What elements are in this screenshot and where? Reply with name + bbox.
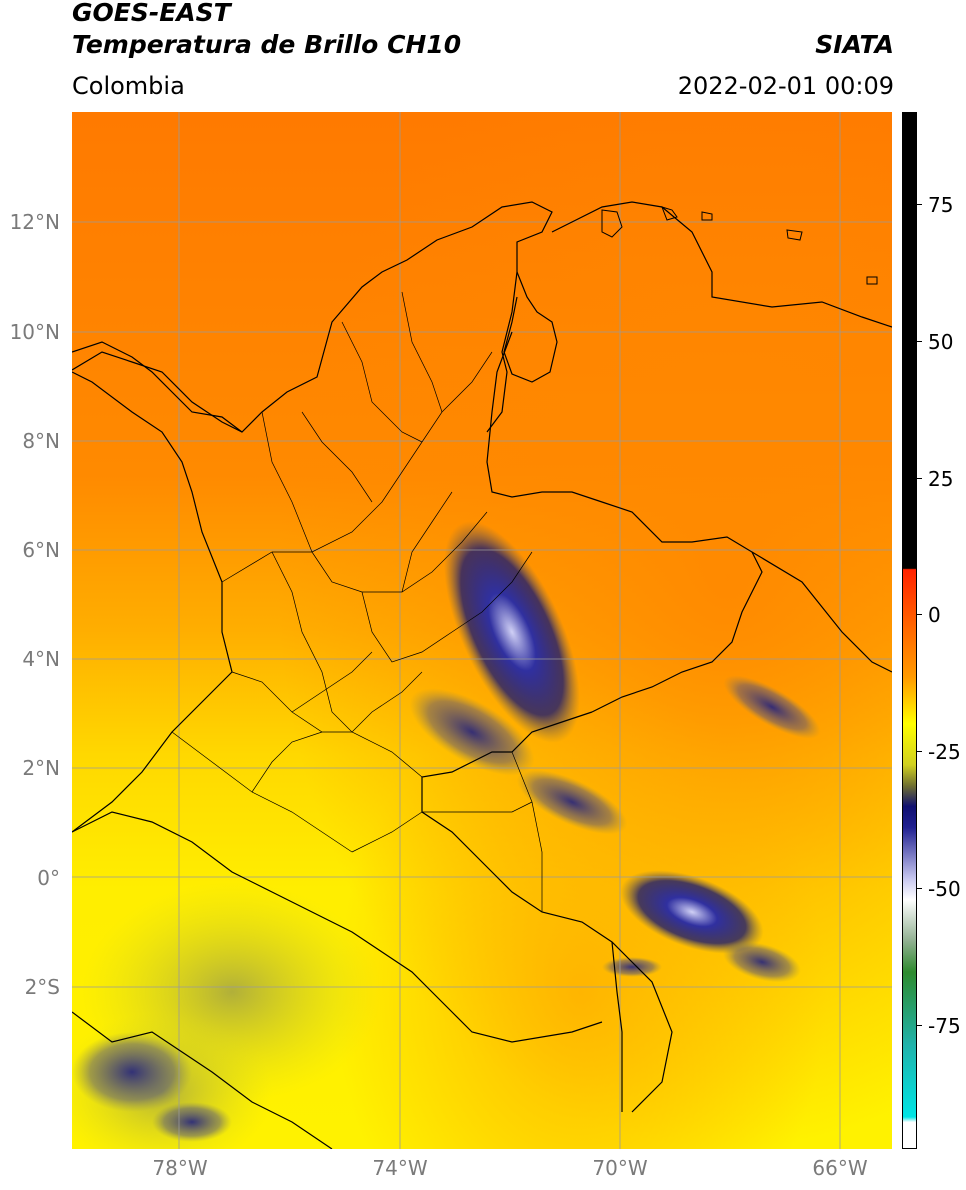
lon-label-66w: 66°W bbox=[812, 1156, 868, 1180]
colorbar-label-minus75: -75 bbox=[928, 1014, 961, 1038]
convective-cloud-6 bbox=[723, 675, 821, 739]
colorbar-tick bbox=[917, 341, 922, 342]
lat-label-8n: 8°N bbox=[22, 429, 60, 453]
colorbar-label-0: 0 bbox=[928, 603, 941, 627]
product-title: Temperatura de Brillo CH10 bbox=[72, 30, 462, 59]
lat-label-0: 0° bbox=[37, 866, 60, 890]
convective-cloud-7 bbox=[602, 957, 662, 977]
colorbar-tick bbox=[917, 888, 922, 889]
department-borders bbox=[171, 291, 543, 912]
colorbar-label-50: 50 bbox=[928, 330, 954, 354]
colorbar-label-minus50: -50 bbox=[928, 877, 961, 901]
lat-label-2s: 2°S bbox=[24, 975, 60, 999]
colorbar-tick bbox=[917, 204, 922, 205]
colorbar-tick bbox=[917, 1025, 922, 1026]
convective-cloud-sw2 bbox=[152, 1102, 232, 1142]
convective-cloud-3 bbox=[516, 769, 628, 835]
lat-label-4n: 4°N bbox=[22, 647, 60, 671]
datetime-label: 2022-02-01 00:09 bbox=[677, 72, 894, 100]
colorbar bbox=[902, 112, 917, 1149]
colorbar-label-75: 75 bbox=[928, 193, 954, 217]
convective-cloud-main bbox=[443, 521, 581, 743]
convective-cloud-sw bbox=[72, 1032, 192, 1112]
lat-label-12n: 12°N bbox=[9, 210, 60, 234]
lon-label-74w: 74°W bbox=[372, 1156, 428, 1180]
satellite-map bbox=[72, 112, 892, 1149]
brand-label: SIATA bbox=[815, 30, 894, 59]
lat-label-2n: 2°N bbox=[22, 756, 60, 780]
colorbar-tick bbox=[917, 478, 922, 479]
lat-label-6n: 6°N bbox=[22, 538, 60, 562]
lat-label-10n: 10°N bbox=[9, 320, 60, 344]
region-label: Colombia bbox=[72, 72, 185, 100]
satellite-title: GOES-EAST bbox=[72, 0, 231, 27]
colorbar-gradient bbox=[903, 113, 916, 1148]
lon-label-78w: 78°W bbox=[152, 1156, 208, 1180]
colorbar-tick bbox=[917, 751, 922, 752]
islands bbox=[601, 206, 878, 285]
colorbar-label-25: 25 bbox=[928, 467, 954, 491]
colorbar-tick bbox=[917, 614, 922, 615]
convective-cloud-4 bbox=[620, 870, 764, 954]
convective-cloud-5 bbox=[723, 941, 801, 983]
colorbar-label-minus25: -25 bbox=[928, 740, 961, 764]
map-canvas bbox=[72, 112, 892, 1149]
convective-cloud-2 bbox=[409, 688, 535, 776]
lon-label-70w: 70°W bbox=[592, 1156, 648, 1180]
